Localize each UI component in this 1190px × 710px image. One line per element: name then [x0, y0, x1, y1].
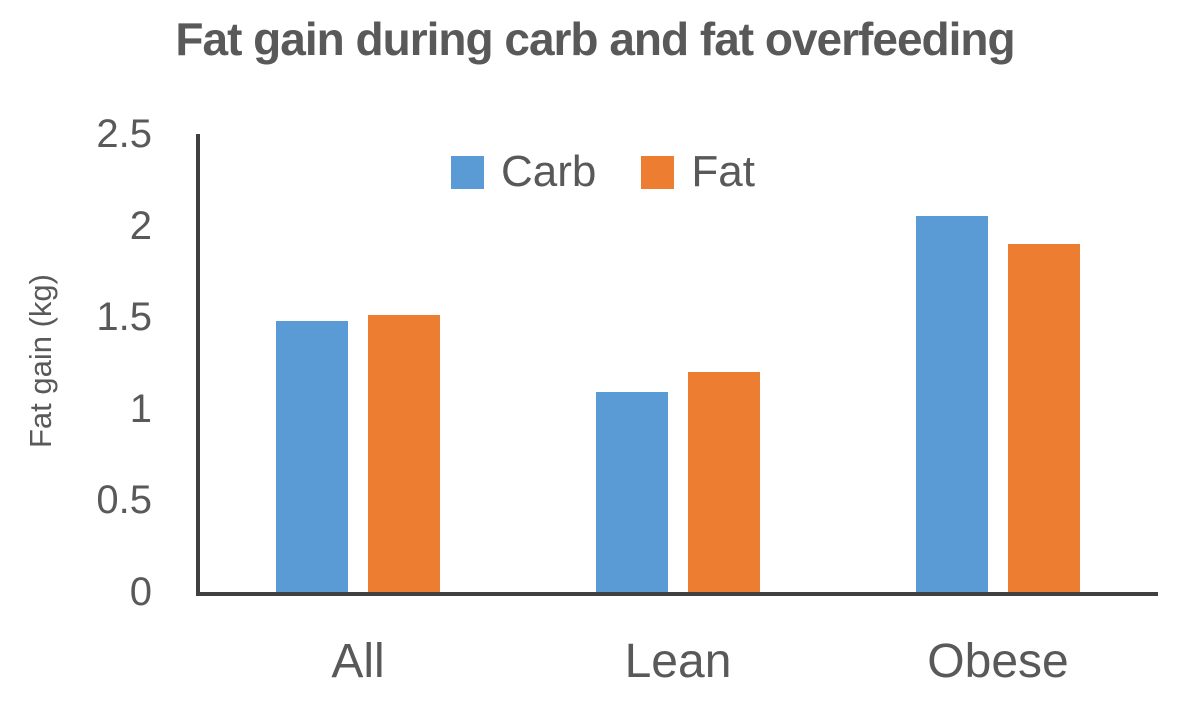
chart-title: Fat gain during carb and fat overfeeding: [175, 13, 1015, 65]
x-axis-line: [196, 592, 1158, 596]
y-tick-label: 2: [129, 203, 152, 248]
x-category-label-all: All: [331, 635, 385, 688]
bar-carb-obese: [916, 216, 988, 592]
y-tick-label: 2.5: [96, 112, 152, 156]
bar-fat-obese: [1008, 243, 1080, 592]
legend-swatch-fat: [641, 155, 675, 189]
x-category-label-lean: Lean: [624, 635, 732, 688]
legend-label-carb: Carb: [501, 147, 597, 196]
bar-fat-all: [368, 315, 440, 592]
bar-carb-all: [276, 320, 348, 592]
y-axis-line: [196, 134, 200, 596]
y-tick-label: 1.5: [96, 295, 152, 340]
x-category-label-obese: Obese: [927, 635, 1069, 688]
legend: Carb Fat: [451, 147, 755, 196]
legend-swatch-carb: [451, 155, 484, 189]
legend-label-fat: Fat: [691, 147, 755, 196]
bar-fat-lean: [688, 372, 760, 592]
y-tick-label: 0.5: [96, 478, 152, 523]
legend-item-carb: Carb: [451, 147, 597, 196]
y-tick-label: 1: [129, 386, 152, 431]
y-tick-label: 0: [129, 570, 152, 614]
legend-item-fat: Fat: [641, 147, 755, 196]
bar-carb-lean: [596, 392, 668, 592]
